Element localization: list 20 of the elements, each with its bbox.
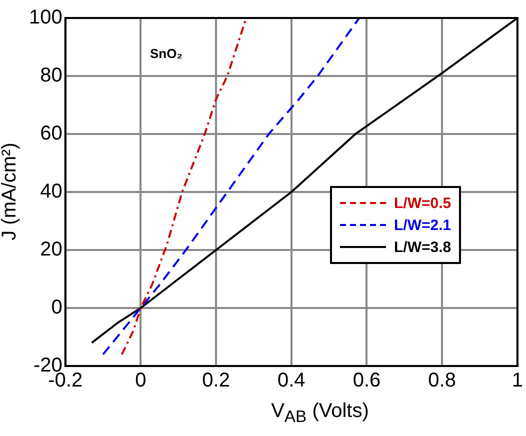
line-series <box>102 18 360 356</box>
x-tick-label: 0.2 <box>202 370 230 392</box>
y-tick-label: 0 <box>51 296 62 319</box>
x-axis-title: V$_{AB}$ (Volts) <box>270 400 370 427</box>
x-tick-label: 0 <box>135 370 146 392</box>
y-tick-label: 20 <box>40 238 62 261</box>
annotation: SnO₂ <box>150 46 182 61</box>
x-tick-label: 0.8 <box>428 370 456 392</box>
y-tick-label: 100 <box>28 6 62 29</box>
y-tick-label: 40 <box>40 180 62 203</box>
y-tick-label: 80 <box>40 64 62 87</box>
x-tick-label: 0.6 <box>352 370 381 392</box>
x-tick-label: 1 <box>512 370 523 392</box>
legend-label: L/W=3.8 <box>394 238 452 256</box>
y-axis-title: J (mA/cm²) <box>0 142 22 242</box>
line-series <box>120 18 248 356</box>
x-tick-label: 0.4 <box>278 370 306 392</box>
legend-label: L/W=0.5 <box>394 194 452 212</box>
y-tick-label: 60 <box>40 122 62 145</box>
legend-label: L/W=2.1 <box>394 216 452 234</box>
